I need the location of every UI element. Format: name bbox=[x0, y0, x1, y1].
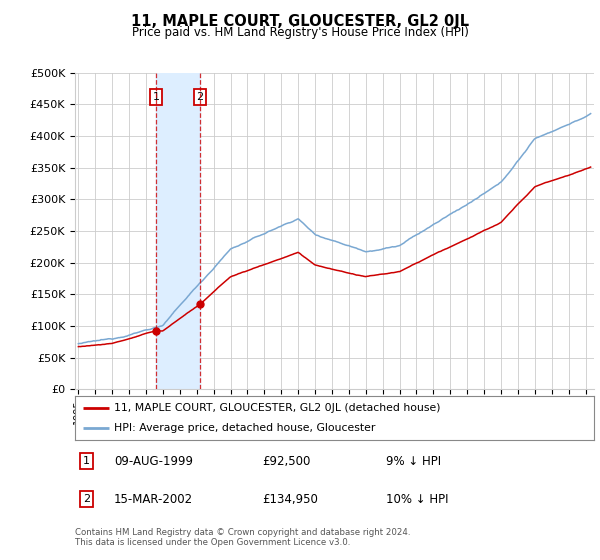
Text: Price paid vs. HM Land Registry's House Price Index (HPI): Price paid vs. HM Land Registry's House … bbox=[131, 26, 469, 39]
Text: 09-AUG-1999: 09-AUG-1999 bbox=[114, 455, 193, 468]
Text: 2: 2 bbox=[197, 92, 203, 102]
Text: 1: 1 bbox=[152, 92, 160, 102]
Text: HPI: Average price, detached house, Gloucester: HPI: Average price, detached house, Glou… bbox=[114, 423, 376, 433]
Text: 1: 1 bbox=[83, 456, 90, 466]
Text: 2: 2 bbox=[83, 494, 90, 504]
Text: 11, MAPLE COURT, GLOUCESTER, GL2 0JL (detached house): 11, MAPLE COURT, GLOUCESTER, GL2 0JL (de… bbox=[114, 403, 440, 413]
Text: 10% ↓ HPI: 10% ↓ HPI bbox=[386, 493, 449, 506]
Text: Contains HM Land Registry data © Crown copyright and database right 2024.
This d: Contains HM Land Registry data © Crown c… bbox=[75, 528, 410, 547]
Text: 11, MAPLE COURT, GLOUCESTER, GL2 0JL: 11, MAPLE COURT, GLOUCESTER, GL2 0JL bbox=[131, 14, 469, 29]
Text: £92,500: £92,500 bbox=[262, 455, 310, 468]
Bar bbox=[156, 73, 200, 389]
Text: 9% ↓ HPI: 9% ↓ HPI bbox=[386, 455, 442, 468]
Text: £134,950: £134,950 bbox=[262, 493, 318, 506]
Text: 15-MAR-2002: 15-MAR-2002 bbox=[114, 493, 193, 506]
